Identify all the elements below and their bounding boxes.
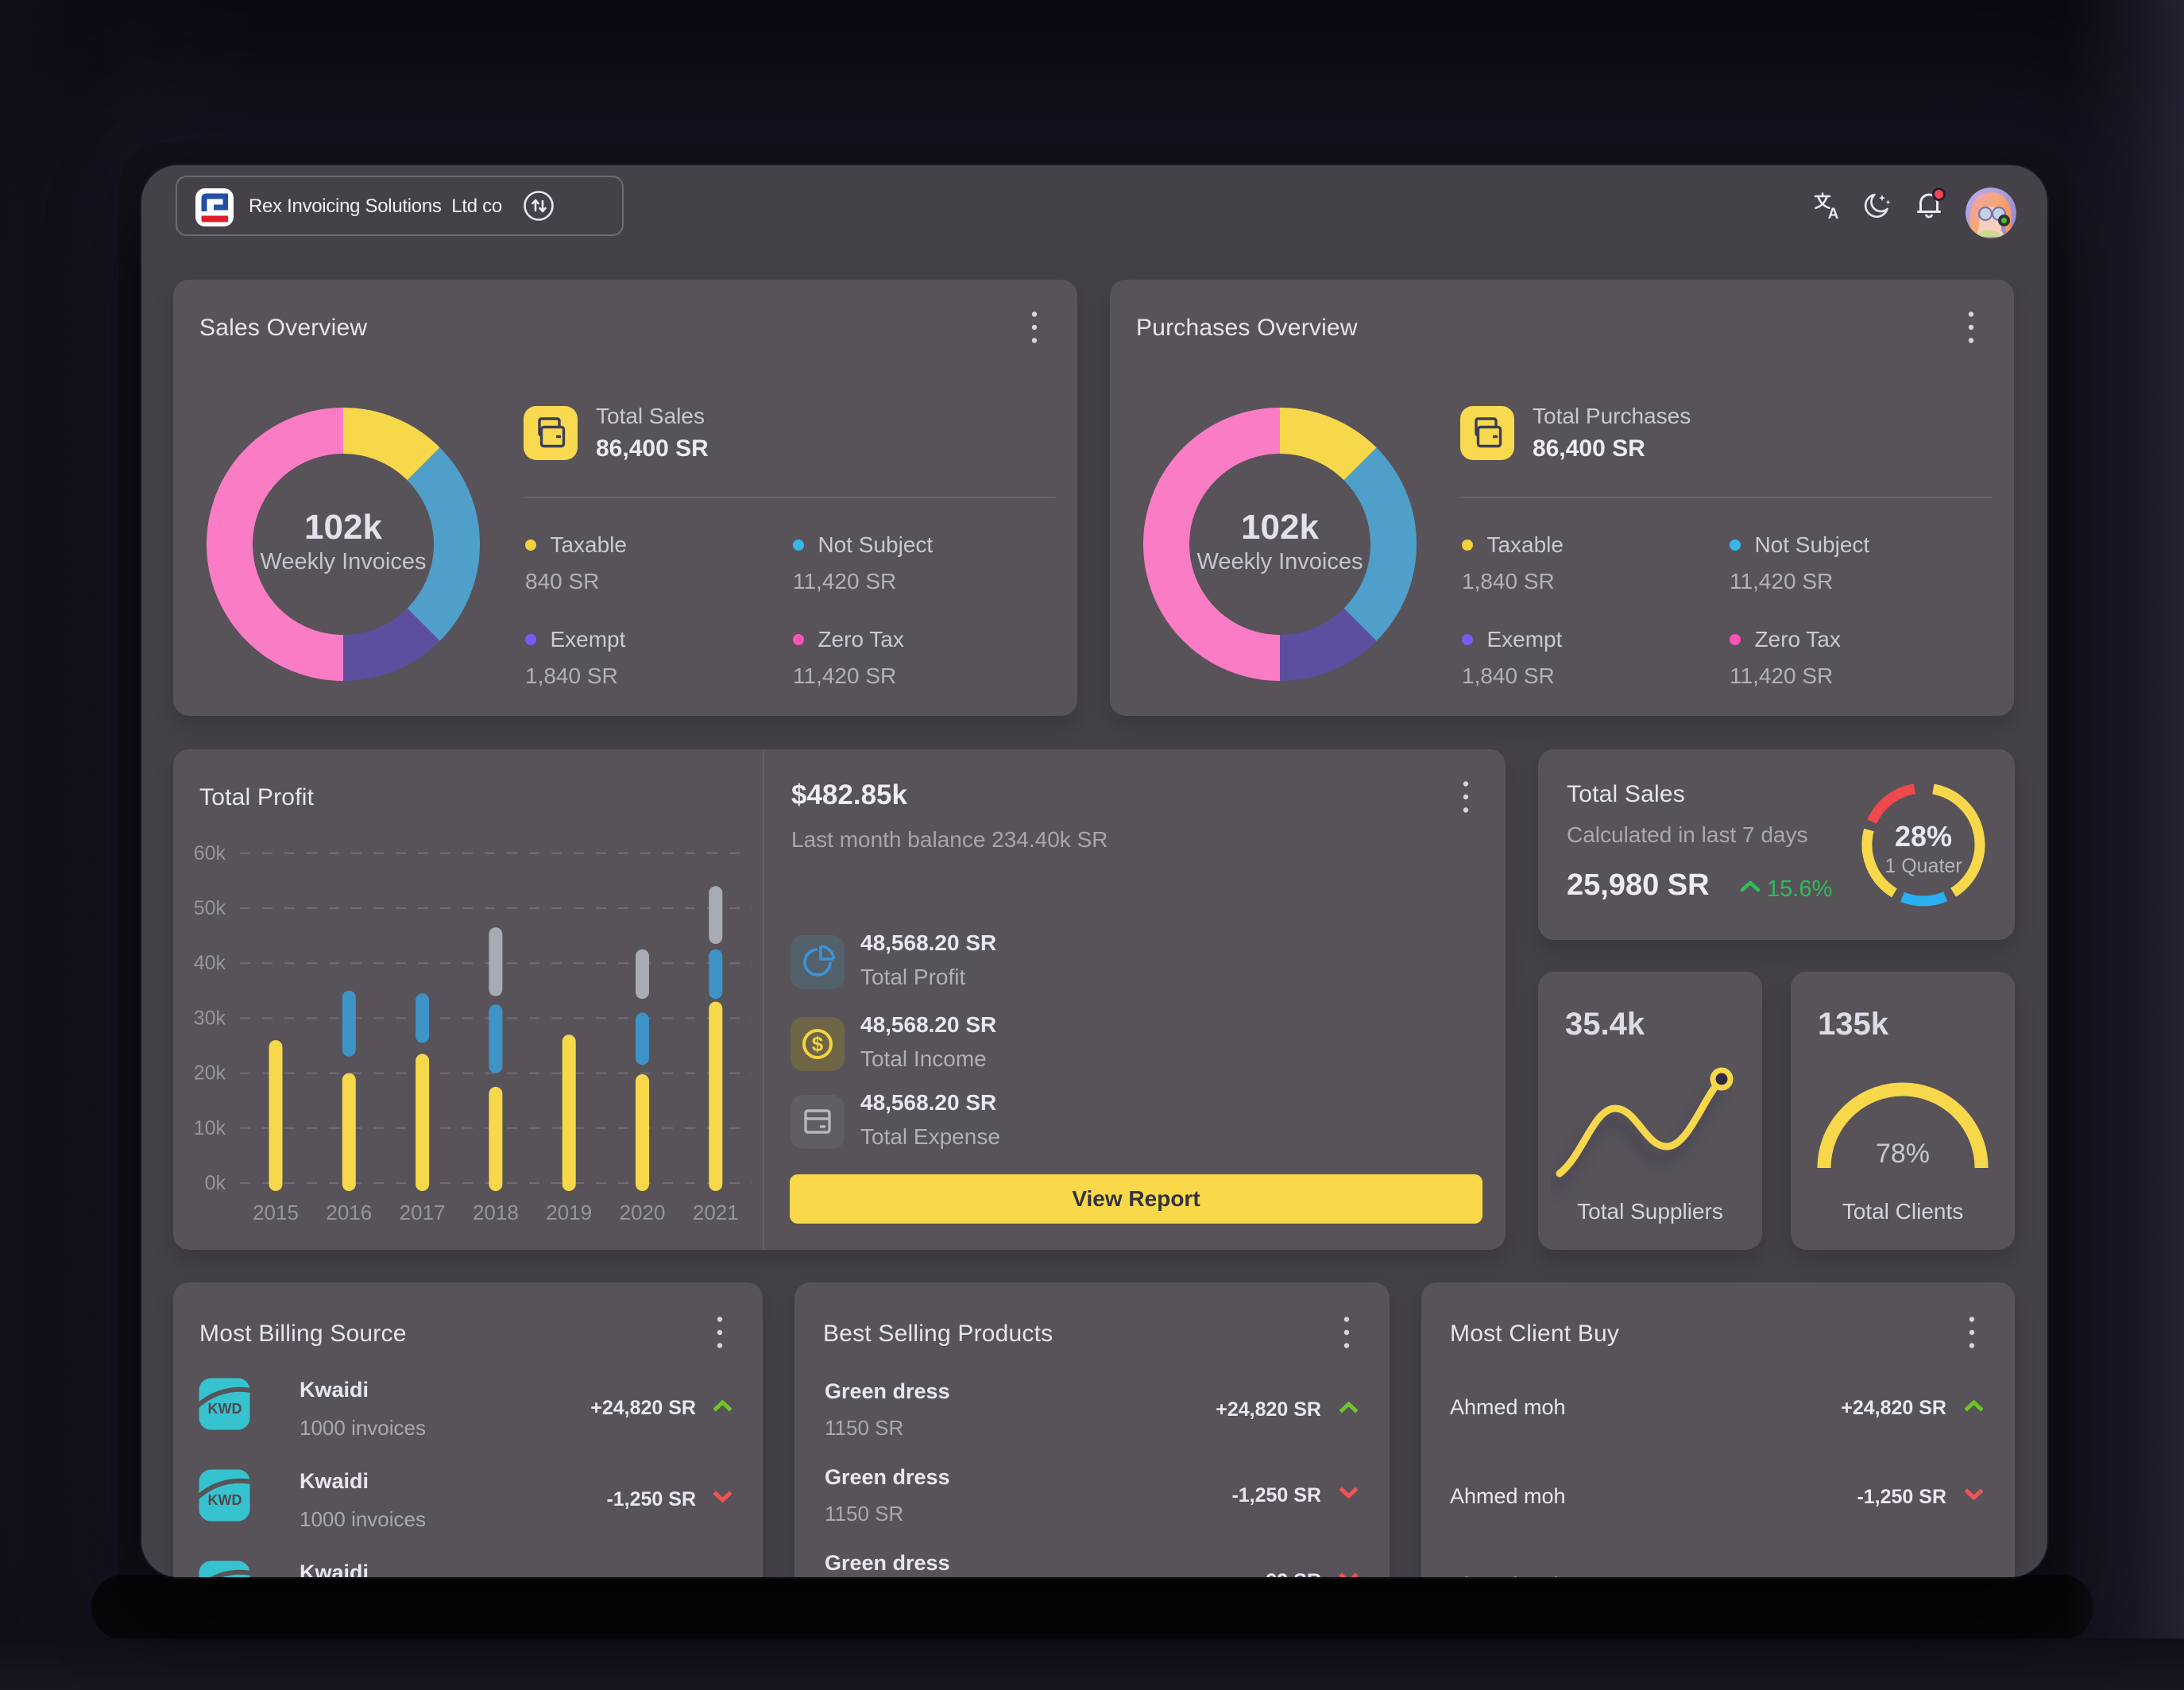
- svg-text:10k: 10k: [194, 1117, 226, 1139]
- svg-text:KWD: KWD: [208, 1401, 242, 1417]
- svg-text:20k: 20k: [194, 1062, 226, 1085]
- svg-text:60k: 60k: [194, 842, 226, 864]
- svg-text:40k: 40k: [194, 952, 226, 974]
- svg-text:KWD: KWD: [208, 1492, 242, 1508]
- svg-text:0k: 0k: [205, 1172, 226, 1194]
- svg-text:2017: 2017: [400, 1201, 446, 1224]
- svg-text:2015: 2015: [253, 1201, 299, 1224]
- svg-text:2020: 2020: [620, 1201, 666, 1224]
- svg-text:$: $: [812, 1032, 824, 1056]
- svg-text:A: A: [1828, 206, 1839, 222]
- svg-text:30k: 30k: [194, 1007, 226, 1029]
- svg-text:2018: 2018: [473, 1201, 519, 1224]
- svg-text:2019: 2019: [546, 1201, 592, 1224]
- svg-text:2021: 2021: [693, 1201, 739, 1224]
- svg-text:2016: 2016: [326, 1201, 372, 1224]
- svg-text:50k: 50k: [194, 897, 226, 919]
